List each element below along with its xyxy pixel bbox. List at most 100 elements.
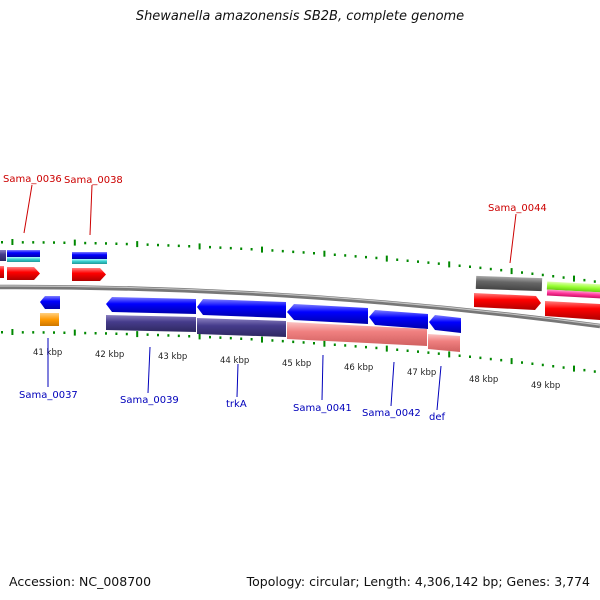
outer-track-minor-tick — [177, 244, 180, 248]
gene-label-sama-0044[interactable]: Sama_0044 — [488, 203, 547, 214]
gene-arrow-sama-0036[interactable] — [7, 267, 40, 280]
outer-track-minor-tick — [417, 260, 419, 263]
inner-track-minor-tick — [375, 346, 378, 350]
gene-label-sama-0036[interactable]: Sama_0036 — [3, 174, 62, 185]
protein-block-sama-0039[interactable] — [106, 315, 196, 332]
outer-track-major-tick — [448, 261, 451, 268]
outer-track-minor-tick — [479, 266, 482, 270]
scale-label-49: 49 kbp — [531, 381, 560, 391]
scale-label-47: 47 kbp — [407, 368, 436, 378]
outer-track-major-tick — [11, 239, 14, 245]
protein-block-trka[interactable] — [197, 318, 286, 337]
outer-track-minor-tick — [500, 268, 503, 272]
inner-track-minor-tick — [562, 366, 565, 369]
leader-sama-0036 — [23, 184, 33, 234]
gene-label-sama-0041[interactable]: Sama_0041 — [293, 403, 352, 414]
inner-track-major-tick — [573, 365, 575, 372]
gene-arrow-sama-0038[interactable] — [72, 268, 106, 281]
outer-track-minor-tick — [292, 250, 295, 254]
gene-block-sama-0038-blue[interactable] — [72, 252, 107, 259]
inner-track-minor-tick — [302, 341, 305, 344]
outer-track-minor-tick — [427, 261, 430, 264]
inner-track-major-tick — [73, 329, 76, 336]
gene-block-magenta[interactable] — [546, 289, 600, 299]
outer-track-minor-tick — [250, 248, 253, 251]
inner-track-minor-tick — [281, 339, 284, 343]
inner-track-minor-tick — [219, 336, 222, 339]
outer-track-minor-tick — [1, 241, 3, 244]
gene-label-sama-0038[interactable]: Sama_0038 — [64, 175, 123, 186]
inner-track-minor-tick — [63, 331, 66, 334]
gene-arrow-sama-0039[interactable] — [106, 297, 196, 314]
gene-block-sama-0037-orange[interactable] — [40, 313, 59, 326]
gene-arrow-sama-0044[interactable] — [474, 293, 541, 310]
gene-arrow-sama-0041[interactable] — [287, 304, 368, 324]
outer-track-minor-tick — [105, 242, 107, 245]
outer-track-minor-tick — [115, 242, 118, 245]
outer-track-minor-tick — [552, 275, 555, 278]
gene-label-sama-0037[interactable]: Sama_0037 — [19, 390, 78, 401]
outer-track-minor-tick — [302, 251, 305, 254]
gene-arrow-trka[interactable] — [197, 299, 286, 318]
gene-arrow-left-edge[interactable] — [0, 266, 4, 278]
accession-text: Accession: NC_008700 — [9, 574, 152, 589]
gene-arrow-right-edge[interactable] — [545, 301, 600, 320]
inner-track-minor-tick — [292, 340, 295, 344]
gene-label-trka[interactable]: trkA — [226, 399, 247, 410]
outer-track-minor-tick — [562, 276, 565, 279]
inner-track-minor-tick — [344, 344, 347, 347]
gene-block-lime[interactable] — [546, 281, 600, 293]
leader-def — [436, 365, 442, 411]
inner-track-minor-tick — [406, 349, 409, 352]
outer-track-minor-tick — [313, 252, 315, 255]
gene-label-sama-0042[interactable]: Sama_0042 — [362, 408, 421, 419]
outer-track-minor-tick — [219, 246, 222, 249]
inner-track-minor-tick — [240, 337, 243, 340]
gene-block-sama-0036-blue[interactable] — [7, 250, 40, 257]
outer-track-minor-tick — [94, 242, 97, 245]
outer-track-major-tick — [198, 243, 201, 250]
inner-track-major-tick — [198, 333, 201, 340]
gene-label-def[interactable]: def — [429, 412, 446, 423]
gene-arrow-def[interactable] — [429, 315, 461, 333]
inner-track-minor-tick — [354, 345, 357, 348]
outer-track-minor-tick — [365, 255, 367, 259]
scale-label-42: 42 kbp — [95, 350, 124, 360]
outer-track-minor-tick — [271, 249, 274, 252]
outer-track-major-tick — [73, 239, 76, 246]
gene-block-sama-0044-grey[interactable] — [475, 275, 543, 292]
gene-label-sama-0039[interactable]: Sama_0039 — [120, 395, 179, 406]
inner-track-minor-tick — [21, 331, 24, 334]
inner-track-minor-tick — [417, 350, 419, 353]
inner-track-minor-tick — [115, 332, 118, 335]
outer-track-minor-tick — [146, 243, 149, 246]
gene-block-sama-0038-cyan[interactable] — [72, 259, 107, 264]
gene-block-sama-0036-cyan[interactable] — [7, 257, 40, 262]
gene-arrow-sama-0042[interactable] — [369, 310, 428, 329]
inner-track-minor-tick — [146, 333, 149, 336]
leader-sama-0041 — [321, 354, 324, 401]
protein-block-sama-0041[interactable] — [287, 322, 427, 346]
scale-labels: 41 kbp 42 kbp 43 kbp 44 kbp 45 kbp 46 kb… — [33, 348, 560, 391]
inner-track-minor-tick — [365, 345, 367, 349]
inner-track-major-tick — [323, 340, 326, 347]
gene-arrow-sama-0037[interactable] — [40, 296, 60, 309]
outer-track-minor-tick — [21, 241, 24, 244]
scale-label-46: 46 kbp — [344, 363, 373, 373]
protein-block-def[interactable] — [428, 334, 460, 352]
outer-track-minor-tick — [583, 278, 586, 282]
outer-track-minor-tick — [32, 241, 35, 244]
inner-track-minor-tick — [157, 333, 159, 337]
outer-track-minor-tick — [125, 242, 128, 246]
label-leader-lines — [23, 184, 517, 411]
inner-track-minor-tick — [271, 339, 274, 342]
scale-label-44: 44 kbp — [220, 356, 249, 366]
inner-track-minor-tick — [94, 332, 97, 335]
gene-block-sama-0036-left[interactable] — [0, 250, 6, 261]
outer-track-minor-tick — [344, 254, 347, 257]
inner-tick-track — [1, 329, 596, 373]
scale-label-45: 45 kbp — [282, 359, 311, 369]
inner-track-minor-tick — [479, 356, 482, 360]
genome-backbone-highlight — [0, 285, 600, 326]
